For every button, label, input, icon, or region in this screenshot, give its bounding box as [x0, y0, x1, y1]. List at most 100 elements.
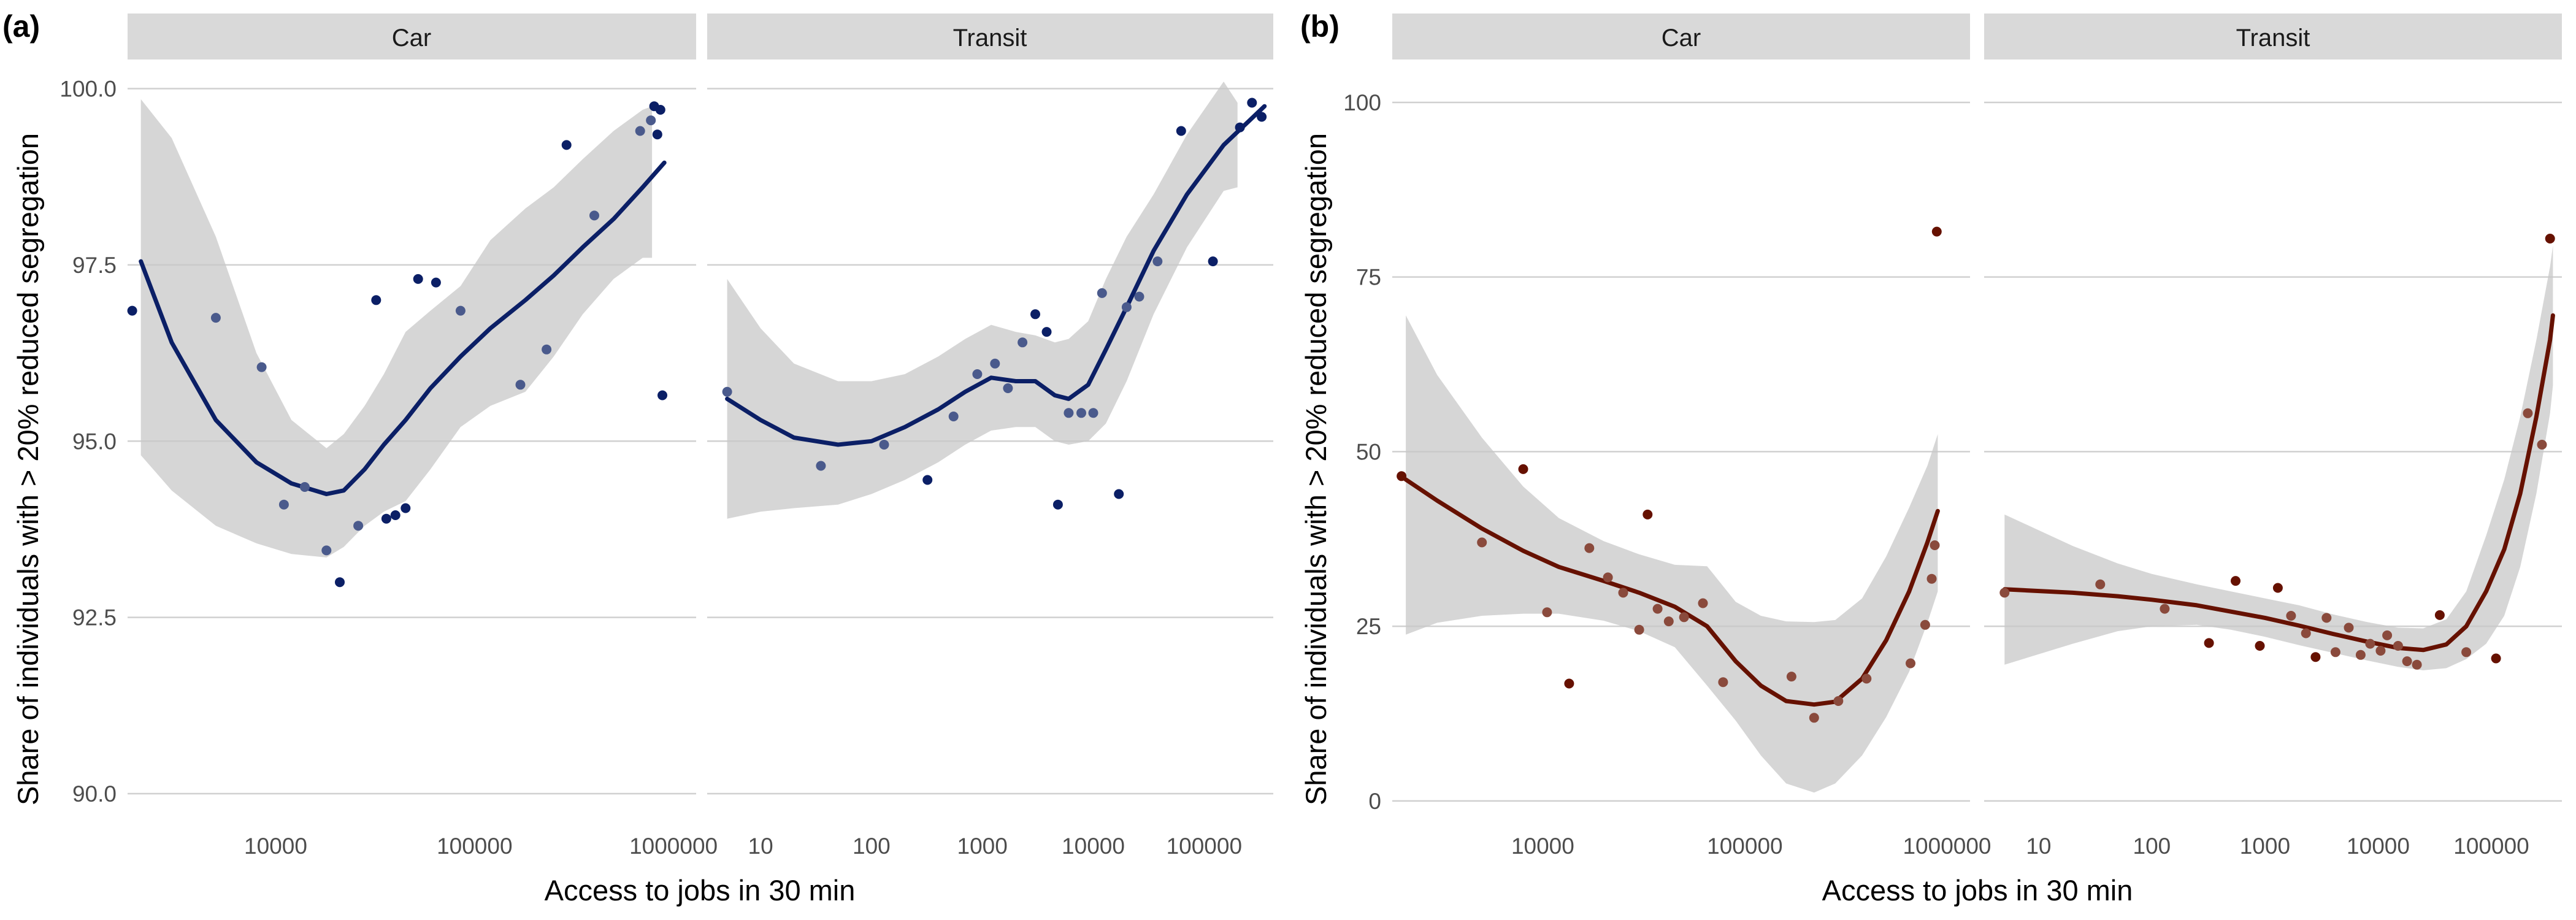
data-point [948, 412, 959, 421]
x-tick-label: 10000 [244, 834, 307, 859]
facet-strip-label: Transit [953, 25, 1027, 52]
panel-b-car-facet: Car 10000 100000 1000000 0 25 50 75 100 [1343, 13, 1991, 859]
y-tick-label: 25 [1356, 614, 1381, 639]
data-point [1718, 677, 1728, 688]
data-point [561, 140, 572, 150]
data-point [210, 313, 221, 323]
data-point [127, 305, 137, 316]
x-tick-label: 10000 [1062, 834, 1125, 859]
data-point [1397, 471, 1407, 481]
data-point [1643, 509, 1653, 519]
x-tick-label: 100000 [1167, 834, 1242, 859]
data-point [1247, 98, 1257, 108]
x-tick-label: 100 [2133, 834, 2171, 859]
data-point [431, 277, 441, 288]
data-point [381, 513, 391, 524]
data-point [1926, 573, 1937, 584]
data-point [2310, 652, 2321, 662]
confidence-band [727, 82, 1238, 519]
panel-a: (a) Share of individuals with > 20% redu… [2, 9, 1273, 907]
data-point [972, 369, 983, 379]
data-point [1584, 543, 1595, 553]
smooth-fit-line [725, 104, 1267, 447]
x-tick-label: 10000 [2347, 834, 2410, 859]
data-point [2204, 638, 2214, 648]
data-points [722, 98, 1267, 510]
data-point [1114, 489, 1124, 499]
data-point [1920, 619, 1930, 630]
y-gridlines [707, 88, 1273, 795]
y-tick-labels: 90.0 92.5 95.0 97.5 100.0 [59, 77, 117, 807]
data-point [1679, 612, 1689, 623]
data-point [1618, 588, 1628, 598]
data-point [2095, 579, 2106, 589]
data-point [1041, 327, 1052, 337]
data-point [922, 475, 933, 485]
data-point [816, 461, 826, 471]
data-point [879, 440, 889, 450]
data-point [335, 577, 345, 588]
facet-strip [128, 13, 696, 59]
y-tick-label: 97.5 [72, 253, 117, 278]
panel-a-car-facet: Car 10000 100000 1000000 90.0 92.5 95.0 97.5 1… [59, 13, 718, 859]
data-point [2434, 610, 2445, 620]
data-point [321, 545, 332, 556]
data-point [1097, 288, 1107, 298]
data-point [2231, 576, 2241, 586]
data-point [1930, 540, 1940, 550]
x-tick-label: 10 [2026, 834, 2051, 859]
data-point [657, 390, 667, 401]
data-point [542, 344, 552, 355]
data-point [1235, 122, 1245, 132]
data-point [1652, 604, 1663, 614]
y-tick-label: 75 [1356, 265, 1381, 290]
x-tick-labels: 10 100 1000 10000 100000 [2026, 834, 2529, 859]
x-tick-label: 100000 [2453, 834, 2529, 859]
smooth-fit-line [1403, 477, 1940, 707]
facet-strip [1984, 13, 2562, 59]
data-point [1208, 256, 1218, 267]
data-point [1603, 572, 1613, 583]
data-point [655, 105, 665, 115]
data-point [390, 510, 401, 520]
data-point [371, 295, 381, 305]
data-point [1698, 598, 1708, 608]
data-point [515, 380, 526, 390]
data-point [1809, 713, 1819, 723]
data-point [1134, 291, 1144, 302]
data-point [2255, 641, 2265, 651]
y-tick-label: 100 [1343, 90, 1381, 115]
confidence-band [1406, 315, 1938, 793]
data-points [1397, 226, 1942, 723]
panel-a-transit-facet: Transit 10 100 1000 10000 100000 [707, 13, 1273, 859]
data-point [2272, 583, 2283, 593]
panel-b-y-axis-title: Share of individuals with > 20% reduced … [1300, 133, 1332, 805]
data-point [722, 386, 732, 397]
panel-a-label: (a) [2, 9, 40, 44]
x-tick-label: 1000000 [1903, 834, 1991, 859]
data-point [1999, 588, 2010, 598]
data-point [2286, 611, 2296, 621]
data-point [635, 126, 645, 136]
data-point [2375, 646, 2386, 656]
y-tick-labels: 0 25 50 75 100 [1343, 90, 1381, 814]
data-points [127, 101, 667, 588]
smooth-fit-line [139, 160, 667, 496]
data-point [1152, 256, 1163, 267]
panel-b-x-axis-title: Access to jobs in 30 min [1822, 874, 2133, 907]
x-tick-label: 10000 [1511, 834, 1574, 859]
panel-b: (b) Share of individuals with > 20% redu… [1300, 9, 2562, 907]
data-point [1564, 678, 1574, 689]
x-tick-label: 10 [748, 834, 773, 859]
data-point [2412, 659, 2422, 670]
data-point [1518, 464, 1528, 474]
y-tick-label: 50 [1356, 439, 1381, 464]
data-point [1906, 658, 1915, 669]
x-tick-labels: 10000 100000 1000000 [1511, 834, 1991, 859]
panel-a-y-axis-title: Share of individuals with > 20% reduced … [12, 133, 44, 805]
data-point [1257, 112, 1267, 122]
data-point [353, 521, 364, 531]
data-point [1121, 302, 1132, 312]
data-point [2160, 604, 2170, 614]
panel-b-label: (b) [1300, 9, 1340, 44]
